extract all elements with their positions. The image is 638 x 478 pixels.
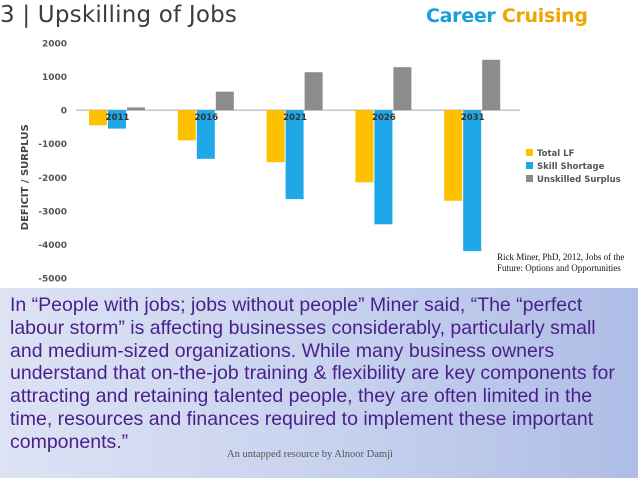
legend-swatch-total-lf bbox=[526, 149, 533, 156]
y-tick-label: -1000 bbox=[38, 140, 67, 150]
bar-unskilled-surplus-2031 bbox=[482, 59, 501, 111]
y-tick-label: 1000 bbox=[42, 73, 67, 83]
y-tick-label: -2000 bbox=[38, 174, 67, 184]
x-category-label: 2021 bbox=[283, 113, 307, 123]
y-tick-label: 0 bbox=[61, 107, 67, 117]
bar-unskilled-surplus-2016 bbox=[215, 91, 234, 111]
bar-skill-shortage-2031 bbox=[463, 110, 482, 252]
bar-total-lf-2026 bbox=[355, 110, 374, 183]
bar-layer bbox=[89, 59, 501, 252]
x-category-label: 2026 bbox=[372, 113, 396, 123]
bar-total-lf-2031 bbox=[444, 110, 463, 201]
bar-total-lf-2021 bbox=[266, 110, 285, 163]
quote-text: In “People with jobs; jobs without peopl… bbox=[10, 294, 615, 453]
legend: Total LF Skill Shortage Unskilled Surplus bbox=[526, 149, 621, 185]
career-cruising-logo: Career Cruising bbox=[426, 5, 588, 27]
logo-word-cruising: Cruising bbox=[501, 5, 588, 27]
bar-unskilled-surplus-2021 bbox=[304, 72, 323, 111]
bar-total-lf-2011 bbox=[89, 110, 107, 126]
bar-chart: DEFICIT / SURPLUS 2000 1000 0 -1000 -2000 -300… bbox=[20, 40, 621, 285]
bar-skill-shortage-2021 bbox=[285, 110, 304, 200]
bar-skill-shortage-2016 bbox=[196, 110, 215, 159]
legend-swatch-unskilled-surplus bbox=[526, 175, 533, 182]
y-tick-label: -5000 bbox=[38, 275, 67, 285]
label-layer: 2011 2016 2021 2026 2031 bbox=[106, 113, 485, 123]
slide-header: 3 | Upskilling of Jobs Career Cruising bbox=[0, 0, 638, 34]
chart-citation: Rick Miner, PhD, 2012, Jobs of the Futur… bbox=[497, 252, 625, 273]
slide-title: 3 | Upskilling of Jobs bbox=[0, 2, 238, 28]
legend-label-unskilled-surplus: Unskilled Surplus bbox=[537, 175, 621, 185]
x-category-label: 2016 bbox=[194, 113, 218, 123]
x-category-label: 2031 bbox=[461, 113, 485, 123]
quote-panel: In “People with jobs; jobs without peopl… bbox=[0, 288, 638, 478]
bar-skill-shortage-2011 bbox=[108, 110, 126, 129]
footer-text: An untapped resource by Alnoor Damji bbox=[227, 449, 393, 460]
bar-skill-shortage-2026 bbox=[374, 110, 393, 225]
legend-label-total-lf: Total LF bbox=[537, 149, 575, 159]
legend-swatch-skill-shortage bbox=[526, 162, 533, 169]
y-tick-label: -3000 bbox=[38, 207, 67, 217]
y-axis-title: DEFICIT / SURPLUS bbox=[20, 124, 31, 230]
chart-area: DEFICIT / SURPLUS 2000 1000 0 -1000 -2000 -300… bbox=[0, 34, 638, 288]
bar-unskilled-surplus-2026 bbox=[393, 67, 412, 111]
y-tick-label: 2000 bbox=[42, 40, 67, 50]
logo-word-career: Career bbox=[426, 5, 496, 27]
bar-total-lf-2016 bbox=[177, 110, 196, 141]
legend-label-skill-shortage: Skill Shortage bbox=[537, 162, 605, 172]
x-category-label: 2011 bbox=[106, 113, 130, 123]
bar-unskilled-surplus-2011 bbox=[127, 107, 145, 111]
y-tick-label: -4000 bbox=[38, 241, 67, 251]
